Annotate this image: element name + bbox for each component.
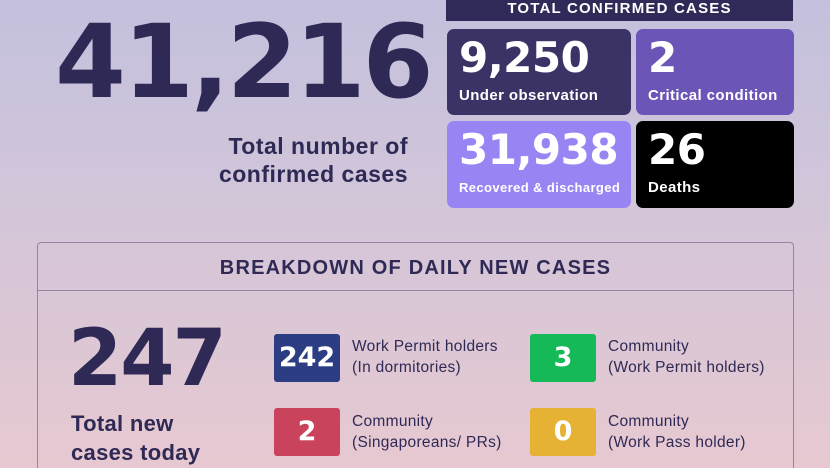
stat-critical-condition: 2 Critical condition: [636, 29, 794, 115]
stat-label: Recovered & discharged: [459, 180, 621, 195]
category-line1: Community: [352, 413, 434, 430]
category-badge-community-citizens: 2: [274, 408, 340, 456]
category-badge-work-permit-dorm: 242: [274, 334, 340, 382]
stat-deaths: 26 Deaths: [636, 121, 794, 208]
category-label-community-work-pass: Community (Work Pass holder): [608, 411, 746, 453]
category-line2: (Work Permit holders): [608, 359, 765, 376]
stat-under-observation: 9,250 Under observation: [447, 29, 631, 115]
total-confirmed-label: Total number of confirmed cases: [190, 132, 408, 188]
category-badge-community-work-pass: 0: [530, 408, 596, 456]
category-badge-community-work-permit: 3: [530, 334, 596, 382]
stat-label: Critical condition: [648, 87, 778, 104]
category-line1: Work Permit holders: [352, 338, 498, 355]
breakdown-title: BREAKDOWN OF DAILY NEW CASES: [38, 243, 793, 291]
category-line2: (Singaporeans/ PRs): [352, 434, 502, 451]
stat-value: 2: [648, 33, 677, 82]
new-cases-number: 247: [68, 314, 227, 404]
total-label-line1: Total number of: [228, 133, 408, 159]
stat-label: Under observation: [459, 87, 599, 104]
category-label-community-work-permit: Community (Work Permit holders): [608, 336, 765, 378]
stat-label: Deaths: [648, 179, 701, 196]
stat-recovered: 31,938 Recovered & discharged: [447, 121, 631, 208]
total-confirmed-header: TOTAL CONFIRMED CASES: [446, 0, 793, 21]
new-cases-label: Total new cases today: [71, 409, 241, 467]
total-label-line2: confirmed cases: [218, 161, 408, 187]
category-line2: (Work Pass holder): [608, 434, 746, 451]
daily-breakdown-panel: BREAKDOWN OF DAILY NEW CASES 247 Total n…: [37, 242, 794, 468]
category-label-work-permit-dorm: Work Permit holders (In dormitories): [352, 336, 498, 378]
category-line1: Community: [608, 338, 690, 355]
category-label-community-citizens: Community (Singaporeans/ PRs): [352, 411, 502, 453]
stat-value: 9,250: [459, 33, 590, 82]
new-cases-label-line1: Total new: [71, 411, 174, 436]
new-cases-label-line2: cases today: [71, 440, 201, 465]
category-line2: (In dormitories): [352, 359, 462, 376]
stat-value: 26: [648, 125, 706, 174]
category-line1: Community: [608, 413, 690, 430]
stat-value: 31,938: [459, 125, 619, 174]
total-confirmed-number: 41,216: [55, 3, 434, 122]
